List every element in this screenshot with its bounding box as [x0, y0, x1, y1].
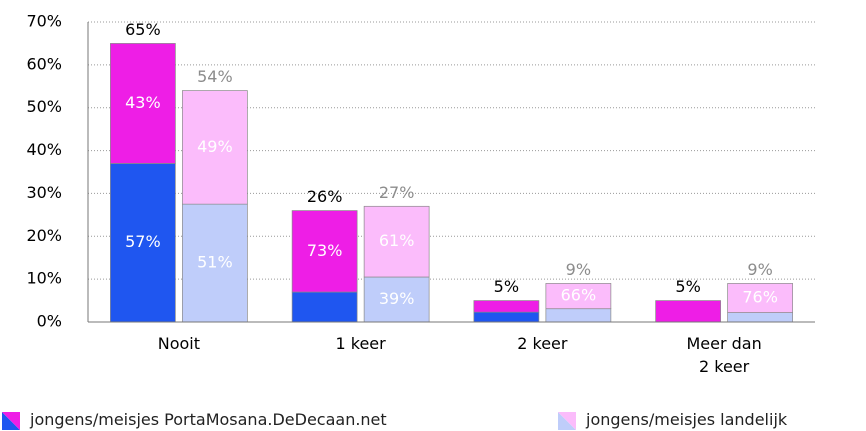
share-label: 73%	[307, 241, 343, 260]
bar-segment	[545, 283, 612, 310]
share-label: 39%	[379, 289, 415, 308]
y-tick-label: 40%	[26, 140, 62, 159]
y-tick-label: 30%	[26, 183, 62, 202]
total-label: 54%	[197, 67, 233, 86]
share-label: 66%	[561, 286, 597, 305]
bar-segment	[727, 283, 793, 313]
bar-segment	[473, 311, 540, 323]
bar-segment	[182, 90, 248, 205]
y-tick-label: 20%	[26, 226, 62, 245]
y-tick-label: 60%	[26, 54, 62, 73]
bar-segment	[363, 276, 430, 323]
share-label: 57%	[125, 232, 161, 251]
legend-swatch	[558, 412, 576, 430]
legend-label: jongens/meisjes PortaMosana.DeDecaan.net	[30, 410, 387, 429]
bar-segment	[655, 300, 721, 323]
total-label: 5%	[494, 277, 519, 296]
bar-segment	[110, 163, 176, 323]
total-label: 9%	[566, 260, 591, 279]
bar-segment	[473, 300, 540, 313]
bar-segment	[291, 291, 358, 323]
y-tick-label: 10%	[26, 269, 62, 288]
bar-segment	[727, 312, 793, 323]
bar-segment	[291, 210, 358, 293]
share-label: 76%	[742, 288, 778, 307]
x-tick-label: 1 keer	[335, 334, 386, 353]
y-tick-label: 70%	[26, 12, 62, 31]
bar-segment	[182, 203, 248, 323]
total-label: 26%	[307, 187, 343, 206]
share-label: 43%	[125, 93, 161, 112]
legend-label: jongens/meisjes landelijk	[586, 410, 788, 429]
bar-segment	[363, 205, 430, 278]
x-tick-label: 2 keer	[517, 334, 568, 353]
x-tick-label: Meer dan 2 keer	[686, 334, 762, 376]
legend-swatch	[2, 412, 20, 430]
total-label: 9%	[747, 260, 772, 279]
bar-segment	[110, 43, 176, 164]
total-label: 5%	[675, 277, 700, 296]
share-label: 49%	[197, 137, 233, 156]
y-tick-label: 0%	[37, 312, 62, 331]
total-label: 27%	[379, 183, 415, 202]
total-label: 65%	[125, 20, 161, 39]
x-tick-label: Nooit	[157, 334, 200, 353]
y-tick-label: 50%	[26, 97, 62, 116]
bar-segment	[545, 308, 612, 323]
share-label: 61%	[379, 231, 415, 250]
share-label: 51%	[197, 253, 233, 272]
